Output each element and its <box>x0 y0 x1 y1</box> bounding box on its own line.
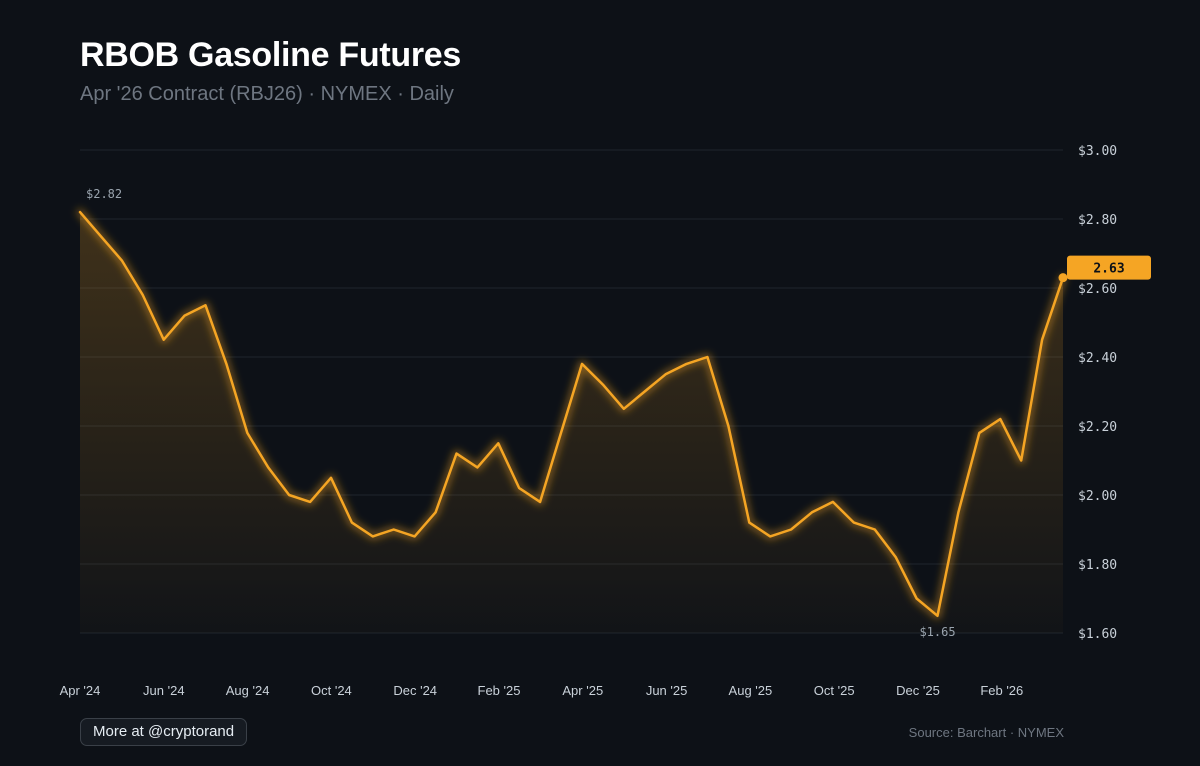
data-point <box>705 355 709 359</box>
data-point <box>643 390 647 394</box>
data-point <box>203 303 207 307</box>
data-point <box>915 597 919 601</box>
data-point <box>308 500 312 504</box>
data-point <box>245 431 249 435</box>
data-point <box>329 476 333 480</box>
data-point <box>371 534 375 538</box>
annotations: $2.82 $1.65 2.63 <box>86 187 1151 639</box>
data-point <box>496 441 500 445</box>
data-point <box>392 528 396 532</box>
y-tick-label: $2.60 <box>1078 282 1117 297</box>
data-point <box>852 521 856 525</box>
last-value-dot <box>1058 273 1068 283</box>
data-point <box>183 314 187 318</box>
x-tick-label: Oct '25 <box>814 683 855 698</box>
data-point <box>224 362 228 366</box>
x-tick-label: Oct '24 <box>311 683 352 698</box>
price-area <box>80 212 1063 633</box>
x-tick-label: Aug '25 <box>729 683 773 698</box>
data-point <box>538 500 542 504</box>
y-tick-label: $2.80 <box>1078 213 1117 228</box>
data-point <box>162 338 166 342</box>
y-tick-label: $1.80 <box>1078 558 1117 573</box>
data-point <box>936 614 940 618</box>
y-tick-label: $3.00 <box>1078 144 1117 159</box>
y-tick-label: $2.00 <box>1078 489 1117 504</box>
data-point <box>685 362 689 366</box>
data-point <box>789 528 793 532</box>
price-area-fill <box>80 212 1063 633</box>
data-point <box>287 493 291 497</box>
data-point <box>99 234 103 238</box>
data-point <box>831 500 835 504</box>
x-tick-label: Aug '24 <box>226 683 270 698</box>
data-point <box>601 383 605 387</box>
data-point <box>141 293 145 297</box>
more-at-cryptorand-button[interactable]: More at @cryptorand <box>80 718 248 746</box>
data-point <box>475 465 479 469</box>
data-point <box>559 431 563 435</box>
data-point <box>1040 338 1044 342</box>
data-point <box>768 534 772 538</box>
high-label: $2.82 <box>86 187 122 201</box>
price-series <box>76 208 1067 620</box>
low-label: $1.65 <box>919 625 955 639</box>
data-point <box>977 431 981 435</box>
data-point <box>726 424 730 428</box>
data-point <box>810 510 814 514</box>
data-point <box>454 452 458 456</box>
data-point <box>120 258 124 262</box>
y-tick-label: $2.40 <box>1078 351 1117 366</box>
y-tick-label: $1.60 <box>1078 627 1117 642</box>
x-tick-label: Feb '26 <box>980 683 1023 698</box>
chart-title: RBOB Gasoline Futures <box>80 36 461 74</box>
x-tick-label: Feb '25 <box>478 683 521 698</box>
x-tick-label: Apr '25 <box>562 683 603 698</box>
last-value-label: 2.63 <box>1093 262 1124 277</box>
last-value-badge <box>1067 255 1151 280</box>
chart-subtitle: Apr '26 Contract (RBJ26) · NYMEX · Daily <box>80 83 454 105</box>
x-tick-label: Dec '24 <box>393 683 437 698</box>
data-point <box>1019 459 1023 463</box>
data-point <box>517 486 521 490</box>
data-point <box>664 372 668 376</box>
data-point <box>998 417 1002 421</box>
data-point <box>434 510 438 514</box>
x-tick-label: Jun '25 <box>646 683 688 698</box>
axis-labels: $1.60 $1.80 $2.00 $2.20 $2.40 $2.60 $2.80 $3.00… <box>60 144 1118 698</box>
data-point <box>894 555 898 559</box>
x-tick-label: Apr '24 <box>60 683 101 698</box>
data-point <box>266 465 270 469</box>
data-point <box>747 521 751 525</box>
data-point <box>413 534 417 538</box>
data-point <box>873 528 877 532</box>
y-tick-label: $2.20 <box>1078 420 1117 435</box>
data-point <box>350 521 354 525</box>
data-point <box>622 407 626 411</box>
x-tick-label: Jun '24 <box>143 683 185 698</box>
data-point <box>956 510 960 514</box>
data-point <box>78 210 82 214</box>
x-tick-label: Dec '25 <box>896 683 940 698</box>
price-line <box>78 210 1065 618</box>
data-point <box>580 362 584 366</box>
source-note: Source: Barchart · NYMEX <box>908 725 1064 740</box>
